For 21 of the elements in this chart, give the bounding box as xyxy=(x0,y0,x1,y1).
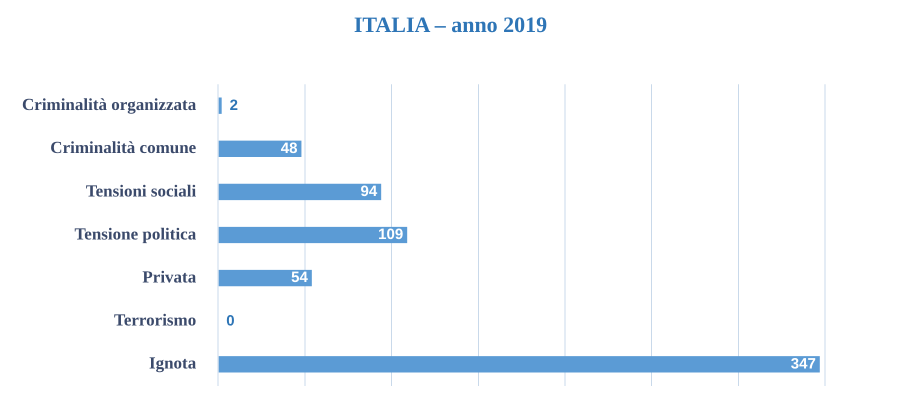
data-label: 2 xyxy=(230,96,238,114)
y-tick-label: Ignota xyxy=(148,354,197,373)
data-label: 347 xyxy=(790,355,816,372)
bar xyxy=(218,270,312,286)
data-label: 54 xyxy=(291,269,308,286)
bar xyxy=(218,356,820,372)
data-label: 48 xyxy=(280,140,298,157)
bar xyxy=(218,98,222,114)
y-tick-label: Tensioni sociali xyxy=(86,181,196,200)
data-label: 0 xyxy=(226,312,235,330)
data-label: 94 xyxy=(360,183,378,200)
y-tick-label: Tensione politica xyxy=(74,224,197,244)
bar xyxy=(218,184,382,200)
y-tick-label: Criminalità comune xyxy=(50,138,197,158)
bar xyxy=(218,226,408,244)
bar xyxy=(218,140,302,158)
chart-title: ITALIA – anno 2019 xyxy=(352,12,548,38)
data-label: 109 xyxy=(378,226,404,244)
y-tick-label: Privata xyxy=(142,267,197,286)
y-tick-label: Terrorismo xyxy=(114,310,196,330)
y-tick-label: Criminalità organizzata xyxy=(22,95,197,114)
